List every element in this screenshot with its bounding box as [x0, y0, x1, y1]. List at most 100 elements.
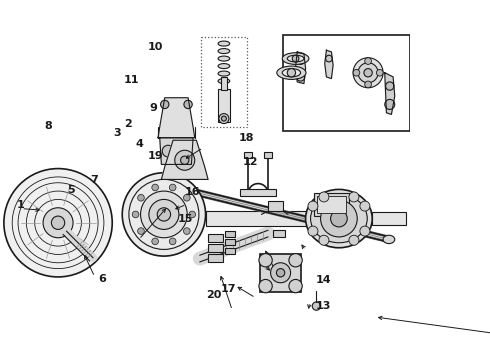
Circle shape [189, 211, 196, 218]
Ellipse shape [282, 68, 300, 77]
Ellipse shape [218, 41, 230, 46]
Bar [317, 196, 345, 213]
Circle shape [365, 58, 371, 64]
Text: 11: 11 [123, 75, 139, 85]
Circle shape [51, 216, 65, 229]
Text: 4: 4 [135, 139, 144, 149]
Ellipse shape [282, 53, 309, 64]
Bar [260, 255, 301, 292]
Polygon shape [158, 98, 195, 138]
Circle shape [183, 228, 190, 234]
Bar [225, 239, 235, 245]
Ellipse shape [383, 235, 395, 244]
Circle shape [184, 100, 192, 109]
Bar [208, 253, 223, 262]
Bar [208, 244, 223, 252]
Circle shape [183, 194, 190, 201]
Circle shape [162, 145, 174, 157]
Bar [208, 234, 223, 242]
Text: 7: 7 [91, 175, 98, 185]
Circle shape [376, 69, 383, 76]
Circle shape [385, 99, 395, 109]
Bar [201, 37, 247, 127]
Circle shape [308, 226, 318, 236]
Ellipse shape [144, 177, 155, 185]
Polygon shape [325, 50, 333, 78]
Bar [314, 193, 349, 216]
Circle shape [320, 200, 357, 237]
Text: 10: 10 [148, 42, 164, 52]
Text: 9: 9 [149, 103, 157, 113]
Text: 13: 13 [316, 301, 331, 311]
Bar [240, 189, 276, 196]
Ellipse shape [218, 49, 230, 54]
Circle shape [175, 150, 195, 170]
Bar [218, 89, 230, 122]
Circle shape [353, 58, 383, 88]
Circle shape [325, 55, 332, 62]
Circle shape [308, 201, 318, 211]
Ellipse shape [218, 78, 230, 84]
Circle shape [365, 81, 371, 88]
Text: 12: 12 [243, 157, 258, 167]
Circle shape [152, 184, 158, 191]
Bar [273, 230, 285, 237]
Circle shape [289, 279, 302, 293]
Text: 18: 18 [239, 133, 254, 143]
Circle shape [319, 235, 329, 245]
Circle shape [219, 114, 229, 123]
Text: 14: 14 [316, 275, 332, 285]
Bar [225, 231, 235, 237]
Circle shape [276, 269, 285, 277]
Circle shape [360, 201, 370, 211]
Ellipse shape [277, 66, 306, 80]
Text: 1: 1 [17, 201, 25, 211]
Circle shape [259, 279, 272, 293]
Circle shape [43, 208, 73, 238]
Text: 19: 19 [148, 151, 164, 161]
Ellipse shape [218, 56, 230, 61]
Circle shape [296, 73, 305, 81]
Text: 17: 17 [220, 284, 236, 294]
Circle shape [259, 253, 272, 267]
Bar [283, 35, 410, 131]
Circle shape [292, 55, 299, 62]
Text: 2: 2 [124, 120, 132, 129]
Circle shape [4, 168, 112, 277]
Circle shape [296, 56, 305, 64]
Circle shape [179, 145, 191, 157]
Circle shape [360, 226, 370, 236]
Ellipse shape [218, 71, 230, 76]
Circle shape [312, 302, 320, 310]
Circle shape [149, 199, 179, 229]
Circle shape [138, 194, 145, 201]
Circle shape [170, 238, 176, 245]
Circle shape [358, 63, 378, 83]
Ellipse shape [311, 194, 367, 243]
Circle shape [270, 263, 291, 283]
Bar [220, 77, 227, 90]
Text: 3: 3 [113, 129, 121, 138]
Circle shape [353, 69, 360, 76]
Circle shape [138, 228, 145, 234]
Circle shape [289, 253, 302, 267]
Circle shape [287, 68, 295, 77]
Circle shape [331, 210, 347, 227]
Bar [268, 201, 283, 211]
Polygon shape [160, 138, 193, 165]
Text: 6: 6 [98, 274, 107, 284]
Bar [225, 248, 235, 253]
Circle shape [364, 68, 372, 77]
Ellipse shape [287, 55, 304, 62]
Text: 16: 16 [185, 187, 200, 197]
Circle shape [349, 192, 359, 202]
Circle shape [122, 173, 206, 256]
Text: 15: 15 [177, 214, 193, 224]
Circle shape [152, 238, 158, 245]
Polygon shape [385, 73, 395, 114]
Ellipse shape [306, 189, 372, 248]
Text: 8: 8 [45, 121, 52, 131]
Ellipse shape [218, 64, 230, 68]
Bar [244, 152, 252, 158]
Circle shape [181, 156, 189, 165]
